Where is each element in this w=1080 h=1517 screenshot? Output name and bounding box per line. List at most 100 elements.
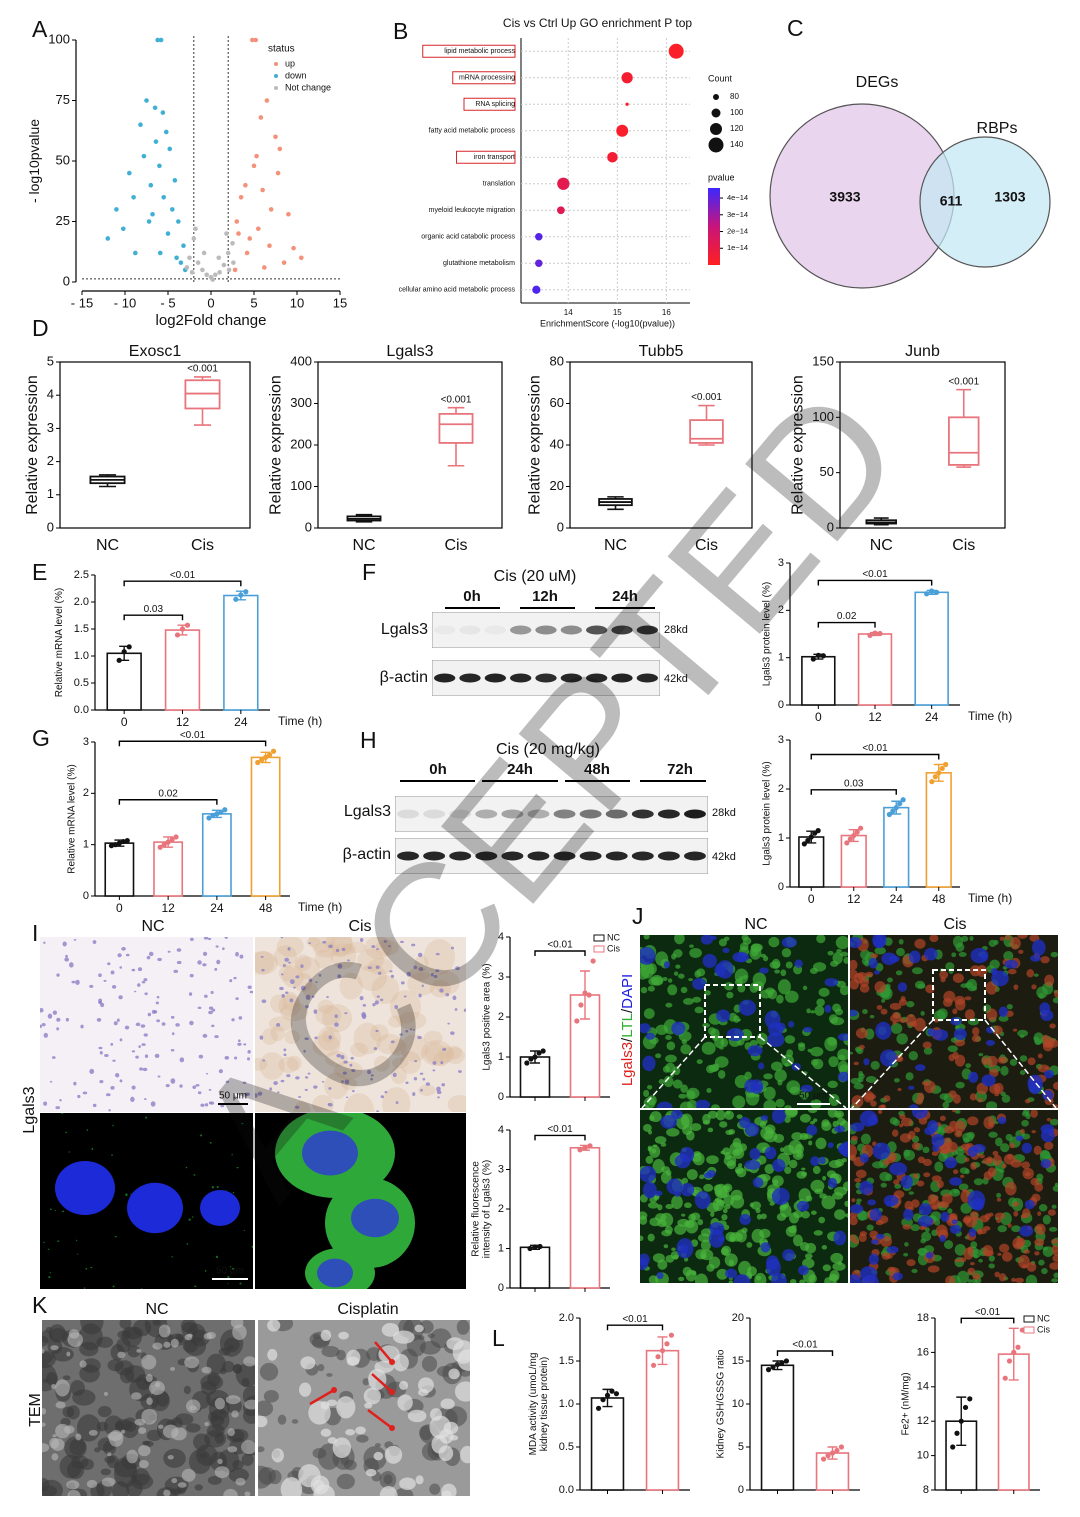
data-point xyxy=(262,265,267,270)
texture xyxy=(772,1158,786,1172)
texture xyxy=(914,938,926,949)
texture xyxy=(218,1069,223,1074)
texture xyxy=(945,1275,956,1283)
texture xyxy=(289,998,294,1003)
y-tick-label: 3 xyxy=(778,734,784,746)
texture xyxy=(243,1229,246,1231)
plot-frame xyxy=(317,361,503,529)
texture xyxy=(344,1079,350,1085)
texture xyxy=(1021,1111,1030,1117)
texture xyxy=(390,974,395,978)
texture xyxy=(988,1263,995,1269)
data-point xyxy=(650,1362,657,1368)
texture xyxy=(703,1183,714,1192)
blot-title: Cis (20 mg/kg) xyxy=(496,741,600,758)
texture xyxy=(692,996,702,1003)
texture xyxy=(413,1077,418,1081)
texture xyxy=(760,953,767,958)
texture xyxy=(1003,950,1014,961)
texture xyxy=(642,1181,657,1199)
data-point xyxy=(233,596,239,602)
category-label: translation xyxy=(483,181,515,188)
texture xyxy=(291,1419,299,1424)
column-label: Cis xyxy=(348,918,371,935)
texture xyxy=(432,1061,437,1065)
texture xyxy=(903,1208,914,1221)
band xyxy=(684,851,706,861)
texture xyxy=(92,1103,97,1108)
texture xyxy=(280,1477,303,1496)
texture xyxy=(694,1273,708,1283)
texture xyxy=(892,1021,897,1025)
texture xyxy=(993,1082,1004,1095)
data-point xyxy=(221,262,227,268)
texture xyxy=(681,1039,687,1045)
y-tick-label: 14 xyxy=(917,1381,929,1393)
bubble xyxy=(556,206,565,215)
x-tick-label: 0 xyxy=(815,710,822,724)
texture xyxy=(232,1267,235,1270)
texture xyxy=(716,1189,730,1199)
texture xyxy=(827,950,834,956)
texture xyxy=(789,1086,801,1096)
texture xyxy=(730,1189,743,1201)
texture xyxy=(1033,1145,1042,1156)
texture xyxy=(723,1224,730,1231)
texture xyxy=(56,1027,60,1031)
texture xyxy=(418,1084,436,1096)
texture xyxy=(141,980,146,984)
texture xyxy=(824,1004,832,1013)
texture xyxy=(376,1110,380,1112)
data-point xyxy=(195,260,201,265)
texture xyxy=(737,983,746,993)
y-tick-label: 2.0 xyxy=(559,1312,574,1324)
texture xyxy=(370,1024,389,1042)
texture xyxy=(954,1258,961,1263)
blot-group: 0h xyxy=(429,761,447,778)
texture xyxy=(966,1131,975,1139)
x-axis-label: Time (h) xyxy=(968,709,1012,723)
texture xyxy=(666,1178,683,1195)
y-tick-label: 0 xyxy=(778,699,784,711)
texture xyxy=(690,1123,702,1132)
texture xyxy=(662,977,668,982)
plot-frame xyxy=(839,361,1006,529)
texture xyxy=(417,1035,422,1040)
texture xyxy=(49,1208,52,1211)
size-legend-title: Count xyxy=(708,73,733,83)
texture xyxy=(706,1263,715,1272)
blot xyxy=(432,660,660,696)
texture xyxy=(1024,1199,1035,1210)
band xyxy=(631,851,654,861)
significance-label: <0.01 xyxy=(547,1124,573,1135)
texture xyxy=(231,1410,239,1418)
texture xyxy=(284,1029,300,1045)
p-value-label: <0.001 xyxy=(691,392,722,403)
texture xyxy=(939,1234,946,1243)
texture xyxy=(858,1070,864,1077)
x-tick-label: Cis xyxy=(695,537,718,554)
texture xyxy=(163,1489,171,1496)
texture xyxy=(834,1209,846,1220)
texture xyxy=(214,1035,219,1039)
texture xyxy=(923,1172,931,1178)
texture xyxy=(954,1054,966,1067)
texture xyxy=(875,1021,892,1040)
texture xyxy=(281,993,285,998)
texture xyxy=(161,1022,166,1026)
significance-label: <0.01 xyxy=(975,1307,1001,1318)
texture xyxy=(783,1144,795,1156)
y-tick-label: 3 xyxy=(83,736,89,748)
texture xyxy=(400,1051,422,1074)
texture xyxy=(400,981,405,985)
x-tick-label: 0 xyxy=(207,295,214,310)
texture xyxy=(647,985,655,992)
significance-label: <0.01 xyxy=(792,1340,818,1351)
texture xyxy=(932,1144,940,1152)
data-point xyxy=(536,1050,542,1056)
significance-bracket xyxy=(810,753,940,760)
texture xyxy=(343,1093,375,1112)
texture xyxy=(663,1244,669,1249)
data-point xyxy=(213,272,218,278)
texture xyxy=(112,1285,115,1288)
